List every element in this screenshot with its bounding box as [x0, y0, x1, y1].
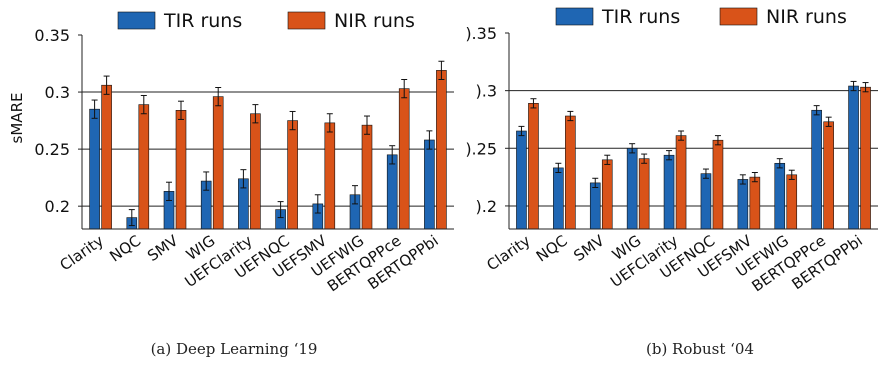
bar	[601, 159, 613, 230]
bar	[774, 162, 786, 230]
x-tick-label: SMV	[144, 231, 182, 265]
bar	[101, 84, 112, 230]
bar	[675, 135, 687, 230]
bar	[749, 176, 761, 230]
y-tick-label: 0.35	[34, 26, 70, 45]
bar	[553, 167, 564, 230]
bar	[250, 113, 261, 230]
y-tick-label: ).35	[465, 24, 497, 43]
legend-swatch	[555, 7, 594, 26]
bar	[89, 108, 100, 230]
bar	[663, 154, 675, 230]
x-tick-label: SMV	[570, 231, 608, 265]
bar	[175, 110, 187, 230]
x-tick-label: NQC	[533, 232, 571, 266]
legend-swatch	[287, 11, 326, 30]
legend-label: TIR runs	[163, 10, 242, 32]
bar	[700, 173, 712, 230]
bar	[324, 122, 336, 230]
bar	[565, 115, 576, 230]
legend-label: TIR runs	[601, 6, 680, 28]
x-tick-label: NQC	[106, 232, 144, 266]
bar	[436, 70, 447, 230]
y-tick-label: 0.25	[34, 140, 70, 159]
bar	[786, 174, 798, 230]
bar	[361, 124, 373, 230]
legend-label: NIR runs	[766, 6, 847, 28]
bar	[424, 139, 435, 230]
bar	[287, 120, 298, 230]
bar	[737, 179, 749, 230]
bar	[138, 104, 150, 230]
bar	[823, 121, 834, 230]
bar	[848, 85, 859, 230]
y-tick-label: 0.2	[45, 197, 70, 216]
bar	[811, 109, 822, 230]
bar	[386, 154, 398, 230]
bar	[528, 103, 539, 230]
chart-caption: (a) Deep Learning ‘19	[151, 340, 318, 358]
y-axis-label: sMARE	[8, 93, 26, 144]
bar	[860, 86, 871, 230]
bar	[638, 158, 650, 230]
y-tick-label: 0.3	[45, 83, 70, 102]
y-tick-label: ).25	[465, 139, 497, 158]
bar	[516, 130, 527, 230]
bar	[712, 139, 724, 230]
bar	[212, 96, 224, 230]
x-tick-label: Clarity	[483, 231, 534, 274]
legend-swatch	[719, 7, 758, 26]
legend-label: NIR runs	[334, 10, 415, 32]
x-tick-label: Clarity	[56, 231, 107, 274]
bar	[626, 147, 638, 230]
bar	[589, 182, 601, 230]
legend-swatch	[117, 11, 156, 30]
y-tick-label: ).3	[475, 82, 497, 101]
bar	[398, 88, 410, 230]
y-tick-label: ).2	[475, 197, 497, 216]
chart-caption: (b) Robust ‘04	[646, 340, 754, 358]
